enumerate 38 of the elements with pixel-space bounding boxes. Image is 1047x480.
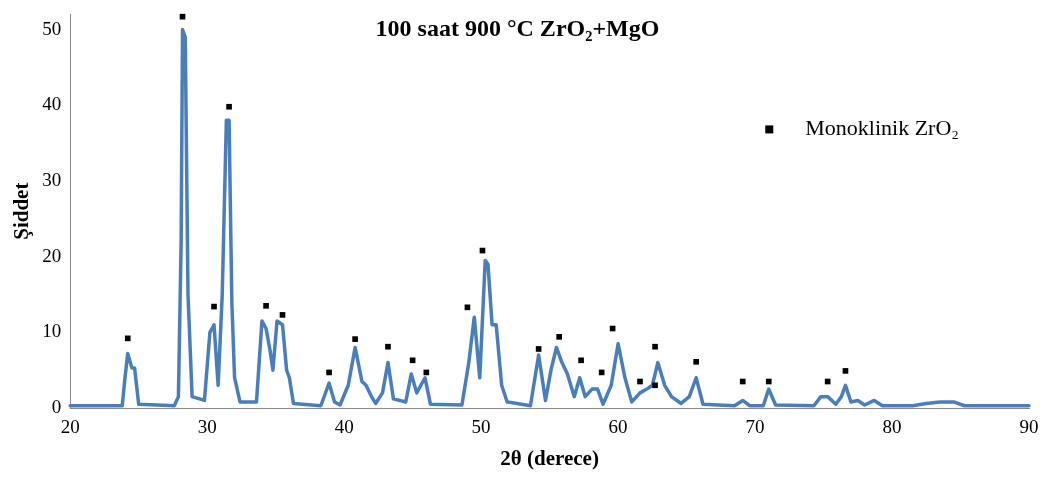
point [693, 359, 699, 365]
x-tick-label: 20 [60, 416, 80, 438]
x-axis-title: 2θ (derece) [500, 445, 599, 470]
y-tick-label: 10 [42, 320, 62, 342]
point [578, 357, 584, 364]
point [423, 369, 430, 376]
point [556, 334, 563, 340]
point [765, 378, 772, 385]
point [279, 312, 286, 318]
point [652, 382, 658, 389]
y-tick-label: 50 [42, 17, 62, 39]
x-tick-label: 40 [334, 416, 354, 438]
point [652, 343, 658, 350]
point [637, 378, 643, 385]
chart-title: 100 saat 900 °C ZrO₂+MgO [375, 15, 660, 42]
point [739, 378, 746, 385]
point [352, 336, 358, 342]
y-tick-label: 0 [51, 395, 62, 417]
x-tick-label: 60 [608, 416, 628, 438]
x-tick-label: 80 [882, 416, 902, 438]
x-tick-label: 30 [197, 416, 217, 438]
x-tick-label: 50 [471, 416, 491, 438]
point [226, 103, 232, 110]
point [263, 302, 269, 309]
y-axis-title: Şiddet [9, 182, 34, 240]
y-tick-label: 30 [42, 168, 62, 190]
point [409, 357, 416, 364]
point [211, 303, 217, 310]
legend-label: Monoklinik ZrO₂ [805, 115, 960, 141]
y-tick-label: 40 [42, 93, 62, 115]
point [385, 343, 391, 350]
point [842, 368, 849, 374]
x-tick-label: 70 [745, 416, 765, 438]
x-tick-label: 90 [1019, 416, 1039, 438]
point [124, 335, 131, 342]
y-tick-label: 20 [42, 244, 62, 266]
point [326, 369, 332, 376]
point [535, 346, 542, 352]
